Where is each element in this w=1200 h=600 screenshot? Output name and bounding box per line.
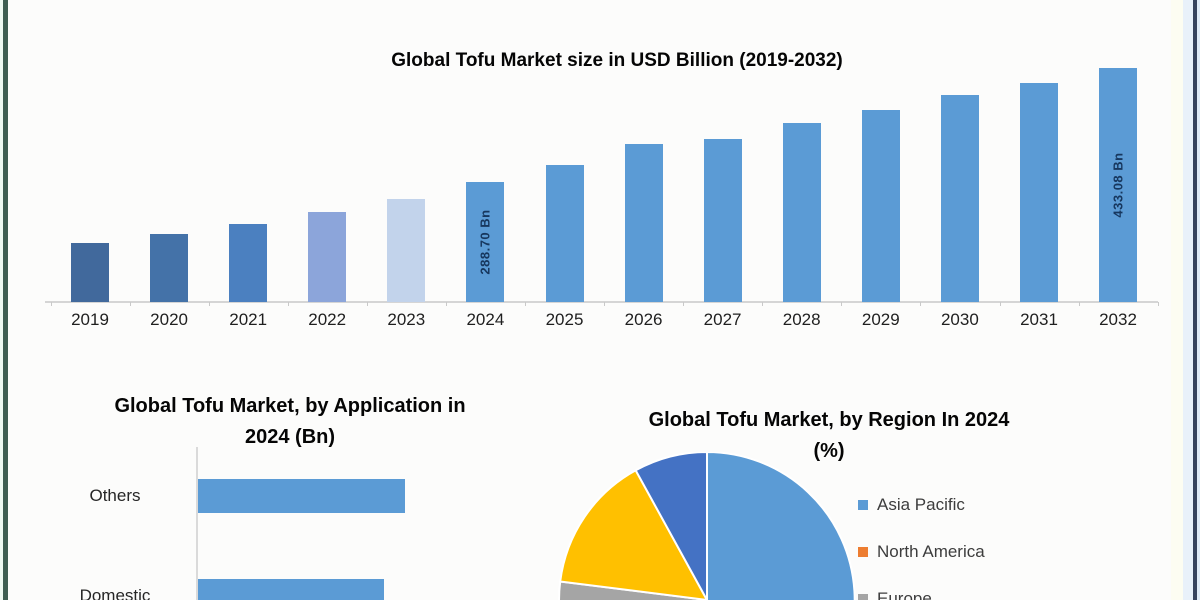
category-label-domestic: Domestic	[79, 586, 151, 600]
right-edge-navy-border	[1193, 0, 1197, 600]
region-pie	[558, 452, 856, 600]
application-title-line1: Global Tofu Market, by Application in	[114, 394, 466, 417]
legend-marker-icon	[858, 499, 868, 510]
year-label-2031: 2031	[1020, 310, 1058, 329]
year-label-2032: 2032	[1099, 310, 1137, 329]
bar-2021	[229, 224, 268, 302]
left-edge-light-strip	[0, 0, 3, 600]
application-y-axis	[196, 447, 198, 600]
x-axis-tick	[762, 302, 764, 306]
region-title-line1: Global Tofu Market, by Region In 2024	[648, 408, 1010, 431]
legend-marker-icon	[858, 593, 868, 600]
x-axis-tick	[1078, 302, 1080, 306]
bar-2023	[387, 199, 426, 302]
bar-2025	[545, 165, 584, 302]
bar-2029	[861, 110, 900, 302]
legend-item-asia-pacific: Asia Pacific	[858, 494, 965, 515]
bar-2031	[1020, 83, 1058, 302]
bar-2019	[71, 243, 109, 302]
bar-2027	[703, 139, 742, 302]
x-axis-tick	[445, 302, 447, 306]
application-chart-title: Global Tofu Market, by Application in 20…	[50, 391, 530, 453]
x-axis-tick	[366, 302, 368, 306]
right-edge-lightblue-strip	[1183, 0, 1193, 600]
x-axis-tick	[129, 302, 131, 306]
x-axis-tick	[287, 302, 289, 306]
bar-2024	[466, 182, 505, 302]
right-edge-lightblue-outer	[1197, 0, 1200, 600]
year-label-2027: 2027	[703, 310, 742, 329]
x-axis-tick	[208, 302, 210, 306]
right-edge-cream-strip	[1171, 0, 1183, 600]
x-axis-tick	[999, 302, 1001, 306]
market-size-chart-title: Global Tofu Market size in USD Billion (…	[391, 49, 843, 71]
year-label-2021: 2021	[229, 310, 268, 329]
legend-item-north-america: North America	[858, 541, 985, 562]
x-axis-tick	[525, 302, 526, 306]
legend-item-europe: Europe	[858, 588, 932, 600]
year-label-2022: 2022	[308, 310, 347, 329]
year-label-2020: 2020	[150, 310, 188, 329]
year-label-2030: 2030	[940, 310, 979, 329]
year-label-2025: 2025	[545, 310, 584, 329]
bar-data-label-2024: 288.70 Bn	[477, 209, 493, 275]
legend-label: North America	[877, 541, 985, 561]
bar-2022	[308, 212, 347, 302]
bar-2028	[782, 123, 821, 302]
bar-others	[198, 479, 405, 513]
region-title-line2: (%)	[813, 439, 845, 462]
pie-slice-region-5	[634, 452, 708, 600]
bar-2030	[940, 95, 979, 302]
bar-2032	[1099, 68, 1137, 302]
legend-label: Europe	[877, 588, 932, 600]
region-chart-title: Global Tofu Market, by Region In 2024 (%…	[604, 405, 1054, 467]
legend-marker-icon	[858, 546, 868, 557]
bar-2026	[624, 144, 663, 302]
application-title-line2: 2024 (Bn)	[244, 425, 336, 448]
x-axis-tick	[1157, 302, 1159, 306]
pie-slice-region-4	[559, 469, 708, 600]
year-label-2024: 2024	[466, 310, 505, 329]
pie-slice-asia-pacific	[706, 452, 856, 600]
legend-label: Asia Pacific	[877, 494, 965, 514]
x-axis-tick	[920, 302, 922, 306]
x-axis-tick	[683, 302, 685, 306]
category-label-others: Others	[89, 486, 141, 505]
bar-domestic	[198, 579, 384, 600]
left-edge-teal-border	[3, 0, 8, 600]
x-axis-tick	[841, 302, 843, 306]
year-label-2028: 2028	[782, 310, 821, 329]
bar-2020	[150, 234, 189, 302]
year-label-2023: 2023	[387, 310, 426, 329]
year-label-2019: 2019	[71, 310, 109, 329]
year-label-2029: 2029	[861, 310, 900, 329]
bar-data-label-2032: 433.08 Bn	[1110, 152, 1126, 218]
x-axis-tick	[50, 302, 52, 306]
market-size-x-axis	[45, 301, 1158, 303]
x-axis-tick	[604, 302, 606, 306]
year-label-2026: 2026	[624, 310, 663, 329]
